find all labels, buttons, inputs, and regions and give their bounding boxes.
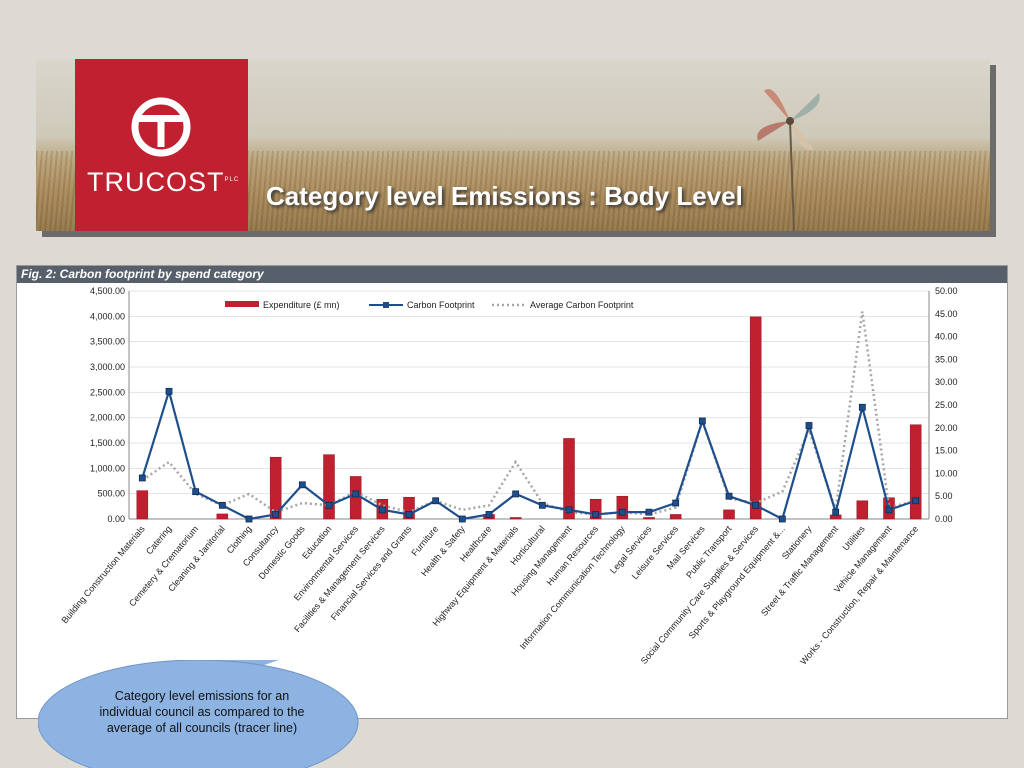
footprint-point <box>378 506 386 514</box>
bar <box>589 498 602 520</box>
bar <box>749 316 762 520</box>
footprint-point <box>298 481 306 489</box>
bar <box>616 495 629 520</box>
footprint-point <box>272 511 280 518</box>
y-tick-label: 4,000.00 <box>90 311 125 321</box>
legend-label: Average Carbon Footprint <box>530 300 634 310</box>
bar <box>216 513 229 520</box>
y2-tick-label: 50.00 <box>935 286 958 296</box>
y2-tick-label: 15.00 <box>935 446 958 456</box>
y2-tick-label: 5.00 <box>935 491 953 501</box>
y-tick-label: 500.00 <box>97 489 125 499</box>
footprint-point <box>165 387 173 395</box>
bar <box>403 496 415 520</box>
figure-panel: Fig. 2: Carbon footprint by spend catego… <box>16 265 1008 719</box>
bar <box>643 517 655 520</box>
y-tick-label: 2,000.00 <box>90 413 125 423</box>
bar <box>269 456 282 520</box>
pinwheel-image <box>757 89 820 231</box>
y-tick-label: 3,000.00 <box>90 362 125 372</box>
footprint-point <box>885 506 893 514</box>
footprint-point <box>485 511 493 518</box>
footprint-point <box>858 403 866 411</box>
legend-swatch-expenditure <box>225 301 259 307</box>
legend-marker-footprint <box>383 302 389 308</box>
y-tick-label: 2,500.00 <box>90 387 125 397</box>
footprint-point <box>672 499 680 507</box>
callout-text: Category level emissions for an individu… <box>99 689 305 735</box>
footprint-point <box>192 488 200 496</box>
footprint-point <box>218 501 226 509</box>
bar <box>856 500 869 520</box>
y2-tick-label: 35.00 <box>935 354 958 364</box>
bar <box>323 454 335 520</box>
footprint-point <box>725 492 733 500</box>
logo-wordmark: TRUCOSTPLC <box>87 167 240 197</box>
figure-title: Fig. 2: Carbon footprint by spend catego… <box>17 266 1007 283</box>
bar <box>563 438 575 520</box>
footprint-point <box>832 508 840 516</box>
y2-tick-label: 20.00 <box>935 423 958 433</box>
y2-tick-label: 40.00 <box>935 332 958 342</box>
y-tick-label: 3,500.00 <box>90 337 125 347</box>
footprint-point <box>698 417 706 425</box>
footprint-point <box>245 515 253 523</box>
footprint-point <box>138 474 146 482</box>
y2-tick-label: 10.00 <box>935 468 958 478</box>
footprint-point <box>405 511 413 518</box>
bar <box>349 476 362 520</box>
bar <box>723 509 735 520</box>
slide-title: Category level Emissions : Body Level <box>266 181 743 211</box>
header-banner: TRUCOSTPLC Category level Emissions : Bo… <box>36 59 990 231</box>
legend-label: Expenditure (£ mn) <box>263 300 340 310</box>
footprint-point <box>352 490 360 498</box>
footprint-point <box>592 511 600 518</box>
trucost-logo: TRUCOSTPLC <box>75 59 248 231</box>
footprint-point <box>512 490 520 498</box>
footprint-point <box>432 497 440 505</box>
footprint-point <box>325 501 333 509</box>
y-tick-label: 0.00 <box>107 514 125 524</box>
x-tick-label: Building Construction Materials <box>59 523 147 625</box>
x-tick-label: Leisure Services <box>630 523 681 581</box>
average-line <box>141 311 916 516</box>
carbon-footprint-chart: 0.00 500.00 1,000.00 1,500.00 2,000.00 2,500.… <box>59 286 958 667</box>
footprint-point <box>458 515 466 523</box>
y2-tick-label: 30.00 <box>935 377 958 387</box>
y-tick-label: 1,000.00 <box>90 463 125 473</box>
x-tick-label: Domestic Goods <box>256 523 307 581</box>
y2-tick-label: 25.00 <box>935 400 958 410</box>
footprint-point <box>565 506 573 514</box>
y2-tick-label: 45.00 <box>935 309 958 319</box>
footprint-point <box>538 501 546 509</box>
callout-bubble <box>38 660 359 768</box>
footprint-point <box>618 508 626 516</box>
logo-emblem-icon <box>131 97 191 157</box>
footprint-point <box>645 508 653 516</box>
bar <box>509 517 522 520</box>
bar <box>669 514 682 520</box>
bar <box>136 490 149 520</box>
footprint-point <box>912 497 920 505</box>
x-tick-label: Utilities <box>841 523 868 552</box>
footprint-point <box>805 422 813 429</box>
legend-label: Carbon Footprint <box>407 300 475 310</box>
footprint-line <box>141 387 917 521</box>
y2-tick-label: 0.00 <box>935 514 953 524</box>
bar <box>909 424 922 520</box>
footprint-point <box>778 515 786 523</box>
footprint-point <box>752 501 760 509</box>
y-tick-label: 1,500.00 <box>90 438 125 448</box>
y-tick-label: 4,500.00 <box>90 286 125 296</box>
